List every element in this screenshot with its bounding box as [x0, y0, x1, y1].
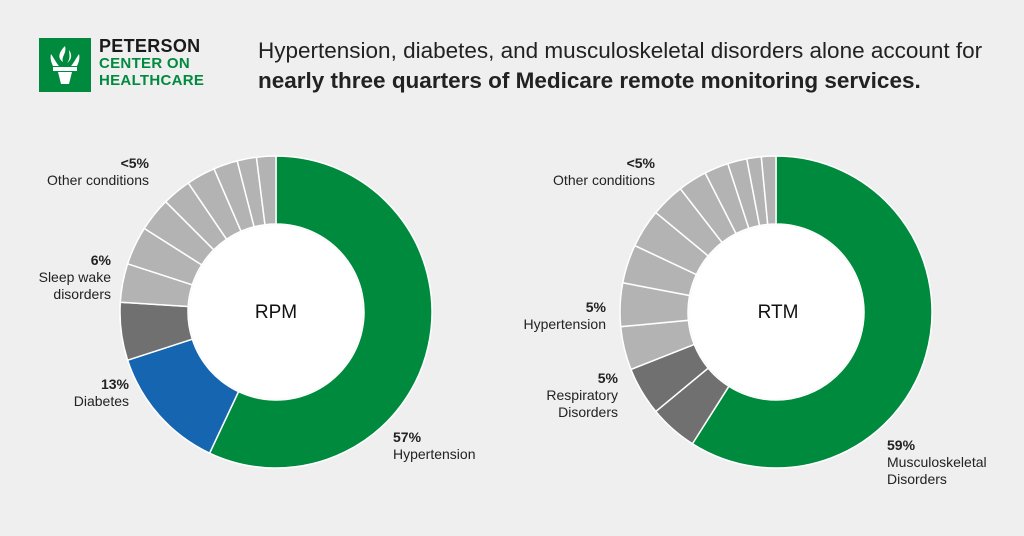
brand-name: PETERSON CENTER ON HEALTHCARE	[99, 36, 205, 89]
rtm-pct-respiratory: 5%	[597, 370, 618, 386]
brand-logo: PETERSON CENTER ON HEALTHCARE	[39, 36, 229, 94]
rtm-label-respiratory: 5% Respiratory Disorders	[546, 370, 618, 421]
headline-bold: nearly three quarters of Medicare remote…	[258, 68, 921, 93]
rtm-donut-hole	[689, 225, 863, 399]
rtm-text-musculoskeletal-2: Disorders	[887, 471, 947, 487]
torch-icon	[39, 38, 91, 92]
brand-line-2: CENTER ON	[99, 55, 191, 72]
rpm-donut	[119, 155, 433, 469]
rtm-pct-other: <5%	[626, 155, 655, 171]
rpm-pct-other: <5%	[120, 155, 149, 171]
rpm-slice-other-conditions-10	[255, 155, 277, 226]
rtm-text-other: Other conditions	[553, 172, 655, 188]
rtm-label-hypertension: 5% Hypertension	[524, 299, 607, 333]
rpm-label-hypertension: 57% Hypertension	[393, 429, 476, 463]
rpm-pct-diabetes: 13%	[100, 376, 129, 392]
rtm-donut	[619, 155, 933, 469]
rtm-label-musculoskeletal: 59% Musculoskeletal Disorders	[887, 437, 987, 488]
brand-line-3: HEALTHCARE	[99, 72, 205, 89]
rpm-text-sleep-wake-2: disorders	[53, 286, 111, 302]
headline: Hypertension, diabetes, and musculoskele…	[258, 36, 998, 96]
rpm-label-other: <5% Other conditions	[47, 155, 149, 189]
rpm-text-sleep-wake-1: Sleep wake	[38, 269, 111, 285]
rtm-slice-other-conditions-12	[760, 155, 777, 226]
rtm-text-musculoskeletal-1: Musculoskeletal	[887, 454, 987, 470]
rtm-center-label: RTM	[757, 302, 799, 323]
rtm-pct-hypertension: 5%	[585, 299, 606, 315]
rtm-slice-musculoskeletal-disorders-0	[691, 155, 933, 469]
rpm-label-diabetes: 13% Diabetes	[74, 376, 129, 410]
rpm-label-sleep-wake: 6% Sleep wake disorders	[39, 252, 111, 303]
brand-line-1: PETERSON	[99, 36, 201, 56]
rpm-pct-sleep-wake: 6%	[90, 252, 111, 268]
rpm-text-other: Other conditions	[47, 172, 149, 188]
headline-normal: Hypertension, diabetes, and musculoskele…	[258, 38, 983, 63]
rpm-donut-hole	[189, 225, 363, 399]
rpm-pct-hypertension: 57%	[393, 429, 422, 445]
rpm-text-hypertension: Hypertension	[393, 446, 476, 462]
rpm-center-label: RPM	[254, 302, 298, 323]
rpm-text-diabetes: Diabetes	[73, 393, 129, 409]
rtm-label-other: <5% Other conditions	[553, 155, 655, 189]
rtm-text-hypertension: Hypertension	[523, 316, 607, 332]
rpm-slice-hypertension-0	[208, 155, 433, 469]
rtm-text-respiratory-1: Respiratory	[546, 387, 618, 403]
rtm-text-respiratory-2: Disorders	[558, 404, 618, 420]
rtm-pct-musculoskeletal: 59%	[887, 437, 916, 453]
